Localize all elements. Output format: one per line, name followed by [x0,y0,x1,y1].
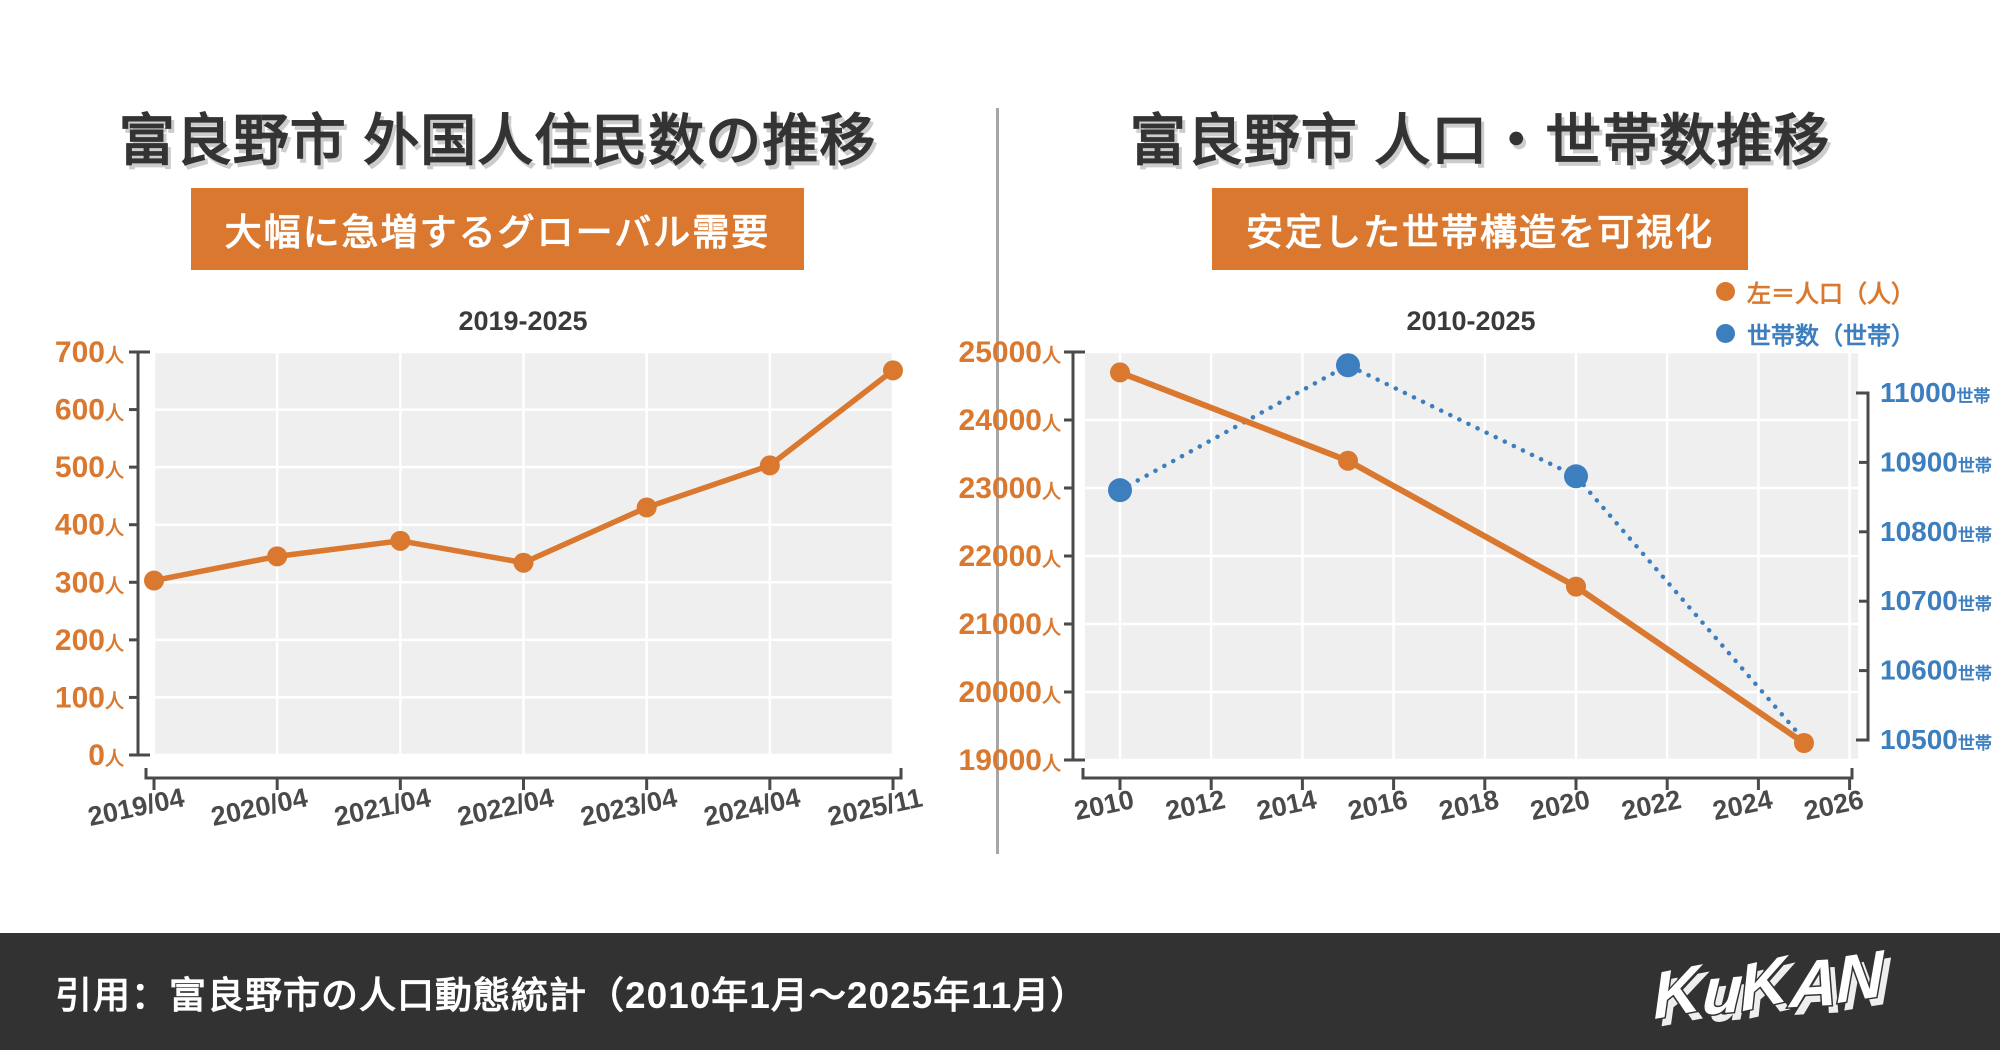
chart-title: 2010-2025 [1406,306,1535,336]
svg-text:24000人: 24000人 [959,404,1062,437]
svg-text:10900世帯: 10900世帯 [1880,446,1992,477]
right-panel-badge: 安定した世帯構造を可視化 [1212,188,1748,270]
right-chart-legend: 左＝人口（人） 世帯数（世帯） [1716,274,1915,351]
svg-text:2019/04: 2019/04 [85,782,187,832]
svg-text:10700世帯: 10700世帯 [1880,585,1992,616]
svg-text:2012: 2012 [1163,784,1228,826]
y-axis: 700人 600人 500人 400人 300人 200人 100人 0人 [55,336,150,772]
svg-text:2023/04: 2023/04 [578,782,680,832]
households-dot-icon [1716,324,1735,343]
svg-text:600人: 600人 [55,394,125,427]
foreign-residents-chart-svg: 700人 600人 500人 400人 300人 200人 100人 0人 2019/04 202… [55,306,925,832]
svg-text:2022: 2022 [1619,784,1684,826]
left-y-axis: 25000人 24000人 23000人 22000人 21000人 20000人 1900… [959,336,1085,777]
svg-text:2026: 2026 [1801,784,1866,826]
svg-text:20000人: 20000人 [959,676,1062,709]
right-panel-badge-wrap: 安定した世帯構造を可視化 [985,188,1975,270]
legend-label-population: 左＝人口（人） [1747,281,1915,308]
left-panel-badge: 大幅に急増するグローバル需要 [190,188,805,270]
svg-text:2021/04: 2021/04 [332,782,434,832]
kukan-logo-svg: KuKAN KuKAN [1645,931,1897,1043]
left-panel-badge-wrap: 大幅に急増するグローバル需要 [0,188,995,270]
legend-label-households: 世帯数（世帯） [1747,323,1915,350]
panel-divider [996,108,999,854]
kukan-logo: KuKAN KuKAN [1640,931,1920,1048]
series-population [1110,362,1814,753]
svg-text:2016: 2016 [1345,784,1410,826]
svg-text:2018: 2018 [1436,784,1501,826]
svg-text:100人: 100人 [55,681,125,714]
gridlines [1085,350,1858,762]
x-axis: 2010 2012 2014 2016 2018 2020 2022 2024 2026 [1072,768,1866,826]
right-y-axis: 11000世帯 10900世帯 10800世帯 10700世帯 10600世帯 10500… [1856,377,1992,755]
citation-text: 引用：富良野市の人口動態統計（2010年1月～2025年11月） [55,974,1089,1016]
footer-bar: 引用：富良野市の人口動態統計（2010年1月～2025年11月） [0,933,2000,1050]
svg-text:700人: 700人 [55,336,125,369]
svg-text:10500世帯: 10500世帯 [1880,724,1992,755]
legend-item-population: 左＝人口（人） [1716,274,1915,309]
gridlines [152,350,895,757]
svg-text:2024: 2024 [1710,784,1775,826]
svg-text:2025/11: 2025/11 [825,783,925,832]
x-axis: 2019/04 2020/04 2021/04 2022/04 2023/04 2024/… [85,768,925,832]
series-foreign-residents [144,360,903,591]
foreign-residents-chart: 700人 600人 500人 400人 300人 200人 100人 0人 2019/04 202… [50,290,960,865]
svg-text:21000人: 21000人 [959,608,1062,641]
svg-text:11000世帯: 11000世帯 [1880,377,1990,408]
legend-item-households: 世帯数（世帯） [1716,316,1915,351]
right-panel-title: 富良野市 人口・世帯数推移 [1129,109,1831,172]
svg-text:23000人: 23000人 [959,472,1062,505]
population-dot-icon [1716,282,1735,301]
svg-text:200人: 200人 [55,624,125,657]
svg-text:2014: 2014 [1254,784,1319,826]
svg-text:300人: 300人 [55,566,125,599]
svg-text:2024/04: 2024/04 [701,782,803,832]
svg-text:500人: 500人 [55,451,125,484]
population-households-chart: 25000人 24000人 23000人 22000人 21000人 20000人 1900… [959,290,2000,865]
population-households-chart-svg: 25000人 24000人 23000人 22000人 21000人 20000人 1900… [959,306,1992,826]
svg-text:2022/04: 2022/04 [455,782,557,832]
svg-text:2020: 2020 [1528,784,1593,826]
svg-text:0人: 0人 [88,739,125,772]
svg-text:22000人: 22000人 [959,540,1062,573]
svg-text:2010: 2010 [1072,784,1137,826]
svg-text:400人: 400人 [55,509,125,542]
svg-text:25000人: 25000人 [959,336,1062,369]
svg-text:10800世帯: 10800世帯 [1880,516,1992,547]
svg-text:10600世帯: 10600世帯 [1880,655,1992,686]
svg-text:19000人: 19000人 [959,744,1062,777]
left-panel-title: 富良野市 外国人住民数の推移 [118,109,877,172]
series-households [1108,353,1807,743]
chart-title: 2019-2025 [458,306,587,336]
svg-text:2020/04: 2020/04 [208,782,310,832]
